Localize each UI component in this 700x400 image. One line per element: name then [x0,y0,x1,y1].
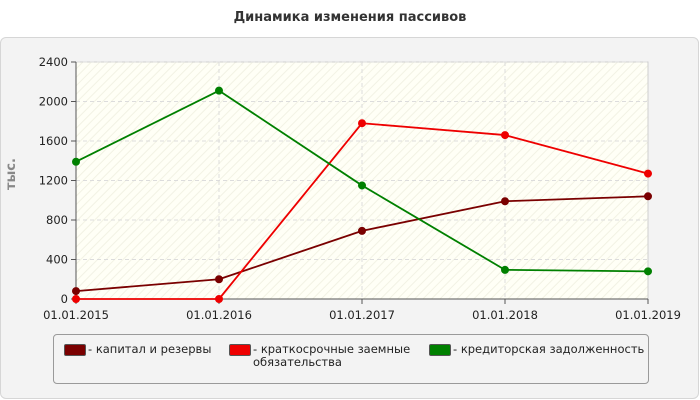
y-tick-label: 2400 [39,55,68,69]
data-point-2-2 [358,181,366,190]
chart-title: Динамика изменения пассивов [233,10,467,25]
y-axis-label: тыс. [4,158,19,190]
y-tick-label: 1200 [39,174,68,188]
y-tick-label: 0 [61,292,68,306]
legend-label-short-term: - краткосрочные заемные обязательства [253,342,411,369]
data-point-2-0 [72,157,80,166]
data-point-2-1 [215,86,223,95]
data-point-2-3 [501,265,509,274]
legend-label-capital: - капитал и резервы [88,342,212,356]
y-tick-label: 800 [46,213,68,227]
legend-swatch-capital [64,344,86,356]
data-point-0-3 [501,197,509,206]
data-point-0-4 [644,192,652,201]
data-point-0-0 [72,287,80,296]
data-point-1-4 [644,169,652,178]
y-tick-label: 1600 [39,134,68,148]
data-point-1-0 [72,295,80,303]
x-tick-label: 01.01.2015 [43,308,109,322]
legend: - капитал и резервы - краткосрочные заем… [53,334,649,384]
x-tick-label: 01.01.2018 [472,308,538,322]
legend-swatch-payables [429,344,451,356]
y-tick-label: 400 [46,253,68,267]
axes: 0 400 800 1200 1600 2000 2400 01.01.2015 01.01.2… [39,55,681,322]
legend-label-payables: - кредиторская задолженность [453,342,645,356]
series-group [72,86,652,303]
data-point-0-1 [215,275,223,284]
data-point-1-3 [501,131,509,140]
grid [76,61,648,299]
data-point-1-2 [358,119,366,128]
x-tick-label: 01.01.2019 [615,308,681,322]
y-tick-label: 2000 [39,95,68,109]
data-point-1-1 [215,295,223,303]
data-point-0-2 [358,226,366,235]
data-point-2-4 [644,267,652,276]
legend-swatch-short-term [229,344,251,356]
x-tick-label: 01.01.2017 [329,308,395,322]
x-tick-label: 01.01.2016 [186,308,252,322]
